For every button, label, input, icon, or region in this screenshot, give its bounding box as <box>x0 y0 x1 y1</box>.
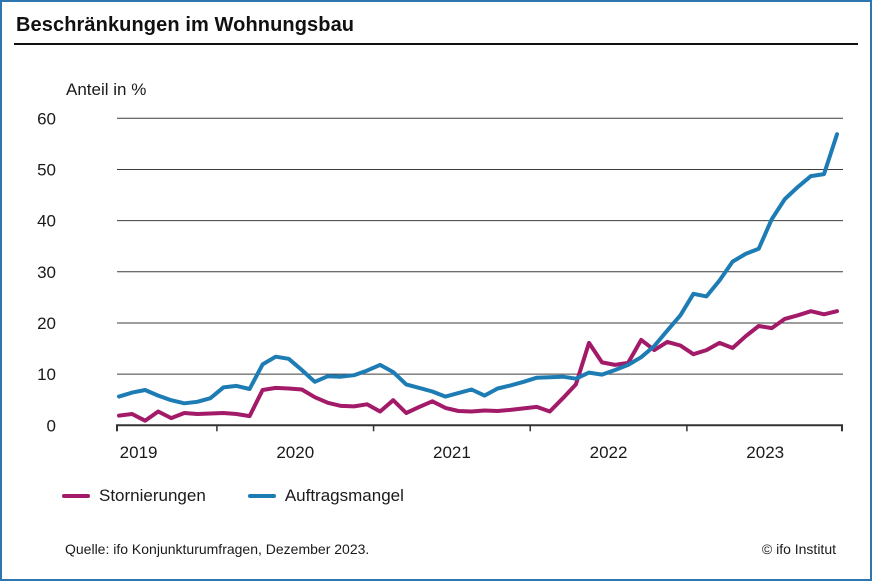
y-tick-label-0: 0 <box>47 416 56 435</box>
y-tick-label-20: 20 <box>37 314 56 333</box>
source-note: Quelle: ifo Konjunkturumfragen, Dezember… <box>65 541 370 557</box>
legend-item-auftragsmangel: Auftragsmangel <box>247 486 404 506</box>
x-year-label-2021: 2021 <box>433 443 471 462</box>
y-tick-label-10: 10 <box>37 365 56 384</box>
series-line-auftragsmangel <box>117 132 839 406</box>
x-year-label-2020: 2020 <box>276 443 314 462</box>
x-year-label-2023: 2023 <box>746 443 784 462</box>
x-year-label-2019: 2019 <box>120 443 158 462</box>
legend-label-auftragsmangel: Auftragsmangel <box>284 486 404 505</box>
y-tick-label-30: 30 <box>37 263 56 282</box>
series-line-stornierungen <box>117 309 839 423</box>
legend-item-stornierungen: Stornierungen <box>62 486 206 506</box>
y-tick-label-60: 60 <box>37 109 56 128</box>
copyright-note: © ifo Institut <box>761 541 836 557</box>
title-rule <box>14 43 858 45</box>
x-year-label-2022: 2022 <box>590 443 628 462</box>
y-tick-label-40: 40 <box>37 212 56 231</box>
y-axis-unit-label: Anteil in % <box>66 80 147 99</box>
y-tick-label-50: 50 <box>37 160 56 179</box>
legend-label-stornierungen: Stornierungen <box>99 486 206 505</box>
page-title: Beschränkungen im Wohnungsbau <box>16 14 355 36</box>
legend-swatch-stornierungen <box>62 494 90 498</box>
legend: Stornierungen Auftragsmangel <box>62 486 404 506</box>
legend-swatch-auftragsmangel <box>247 494 276 498</box>
